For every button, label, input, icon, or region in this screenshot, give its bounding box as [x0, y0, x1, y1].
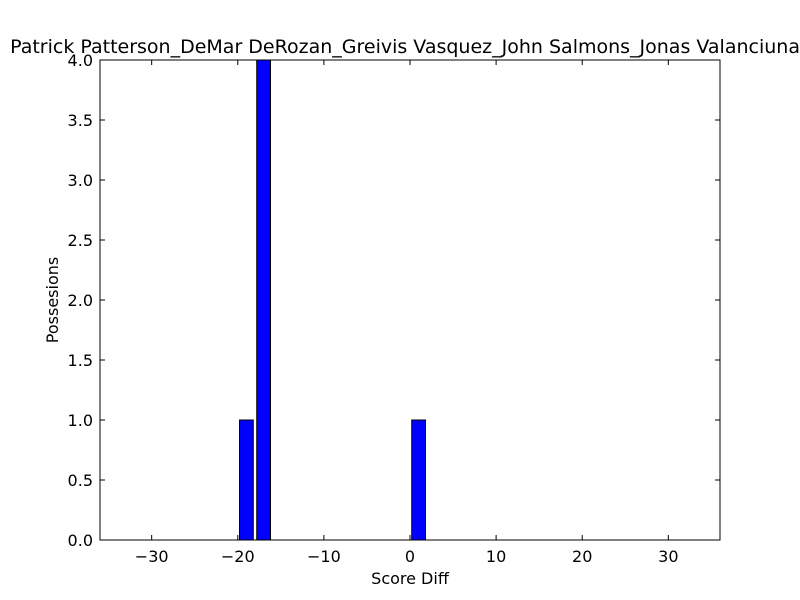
y-axis-label: Possesions	[43, 257, 62, 343]
y-tick-label: 3.5	[68, 111, 93, 130]
x-tick-label: −20	[221, 547, 255, 566]
bar-2	[411, 419, 427, 541]
x-tick-label: 20	[572, 547, 592, 566]
bar-1	[256, 59, 272, 541]
x-tick-label: −30	[135, 547, 169, 566]
chart-title: Patrick Patterson_DeMar DeRozan_Greivis …	[10, 36, 800, 58]
y-tick-label: 0.0	[68, 531, 93, 550]
y-tick-label: 2.5	[68, 231, 93, 250]
x-tick-label: 0	[405, 547, 415, 566]
bar-0	[239, 419, 254, 541]
plot-frame	[99, 59, 721, 541]
y-tick-label: 4.0	[68, 51, 93, 70]
axis-ticks: −30 −20 −10 0 10 20 30 0.0 0.5 1.0 1.5 2.0 2.5 3.0 3.5…	[68, 51, 720, 566]
x-tick-label: 10	[486, 547, 506, 566]
x-tick-label: 30	[658, 547, 678, 566]
y-tick-label: 2.0	[68, 291, 93, 310]
bars	[239, 59, 427, 541]
x-axis-label: Score Diff	[371, 569, 450, 588]
y-tick-label: 1.0	[68, 411, 93, 430]
y-tick-label: 1.5	[68, 351, 93, 370]
y-tick-label: 0.5	[68, 471, 93, 490]
y-tick-label: 3.0	[68, 171, 93, 190]
x-tick-label: −10	[307, 547, 341, 566]
